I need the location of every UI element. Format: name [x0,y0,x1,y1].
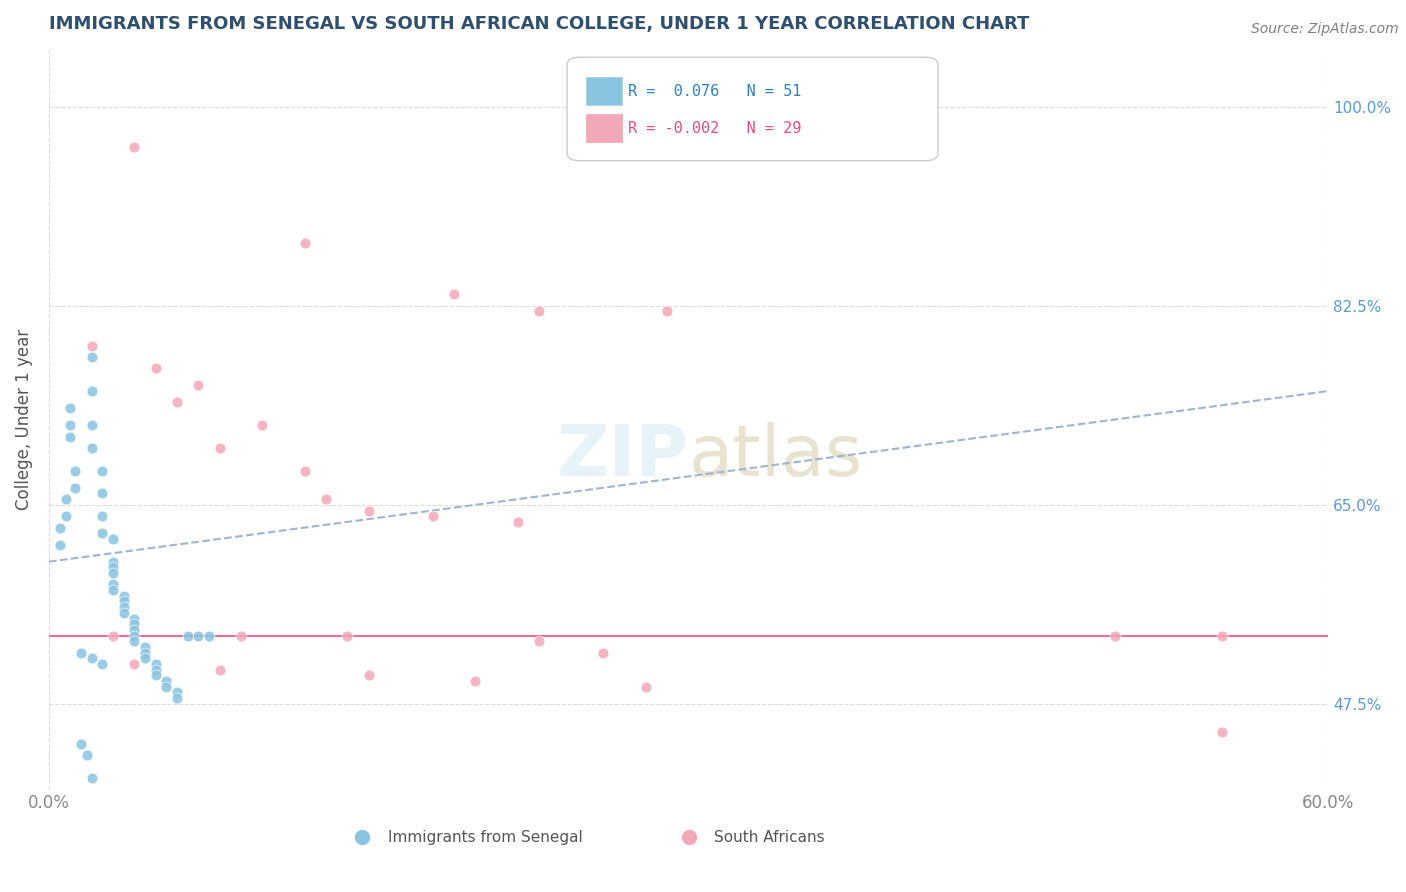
FancyBboxPatch shape [586,114,621,142]
Text: Immigrants from Senegal: Immigrants from Senegal [388,830,582,845]
Point [70,737,93,751]
Point [101,532,124,546]
Text: ZIP: ZIP [557,422,689,491]
Point [155,674,177,689]
Text: Source: ZipAtlas.com: Source: ZipAtlas.com [1251,22,1399,37]
Point [63,464,86,478]
Point [91,464,114,478]
Point [187,378,209,392]
Point [122,629,145,643]
Point [91,657,114,671]
Point [1211,629,1233,643]
Point [70,646,93,660]
Point [229,629,252,643]
Point [80,384,103,398]
Point [155,680,177,694]
Text: R =  0.076   N = 51: R = 0.076 N = 51 [628,84,801,99]
Point [63,481,86,495]
Text: South Africans: South Africans [714,830,825,845]
Point [134,651,156,665]
Point [294,464,316,478]
Point [59,401,82,416]
Point [250,418,273,433]
Point [122,657,145,671]
Point [112,594,135,608]
Point [112,606,135,620]
Point [91,486,114,500]
Point [198,629,221,643]
Point [134,640,156,654]
Point [336,629,359,643]
FancyBboxPatch shape [586,78,621,105]
Point [443,287,465,301]
Point [187,629,209,643]
Point [59,429,82,443]
Point [145,663,167,677]
Text: atlas: atlas [689,422,863,491]
Point [122,634,145,648]
Point [1211,725,1233,739]
Point [91,509,114,524]
Point [101,629,124,643]
Point [80,651,103,665]
Text: R = -0.002   N = 29: R = -0.002 N = 29 [628,120,801,136]
Point [112,600,135,615]
Point [592,646,614,660]
Point [101,583,124,598]
Point [55,509,77,524]
FancyBboxPatch shape [567,57,938,161]
Point [145,657,167,671]
Point [176,629,198,643]
Point [80,418,103,433]
Point [357,668,380,682]
Point [208,441,231,455]
Point [59,418,82,433]
Point [166,395,188,409]
Point [80,771,103,785]
Point [80,338,103,352]
Point [101,560,124,574]
Point [122,617,145,632]
Y-axis label: College, Under 1 year: College, Under 1 year [15,329,32,510]
Point [166,685,188,699]
Point [315,492,337,507]
Point [55,492,77,507]
Point [48,538,70,552]
Point [145,361,167,376]
Text: IMMIGRANTS FROM SENEGAL VS SOUTH AFRICAN COLLEGE, UNDER 1 YEAR CORRELATION CHART: IMMIGRANTS FROM SENEGAL VS SOUTH AFRICAN… [49,15,1029,33]
Point [76,747,98,762]
Point [122,623,145,637]
Point [208,663,231,677]
Point [166,691,188,706]
Point [634,680,657,694]
Point [506,515,529,529]
Point [48,520,70,534]
Point [80,441,103,455]
Point [294,236,316,251]
Point [422,509,444,524]
Point [122,139,145,153]
Point [145,668,167,682]
Point [1104,629,1126,643]
Point [122,611,145,625]
Point [464,674,486,689]
Point [529,634,551,648]
Point [101,566,124,580]
Point [91,526,114,541]
Point [101,555,124,569]
Point [134,646,156,660]
Point [357,503,380,517]
Point [657,304,679,318]
Point [101,577,124,591]
Point [80,350,103,364]
Point [112,589,135,603]
Point [529,304,551,318]
